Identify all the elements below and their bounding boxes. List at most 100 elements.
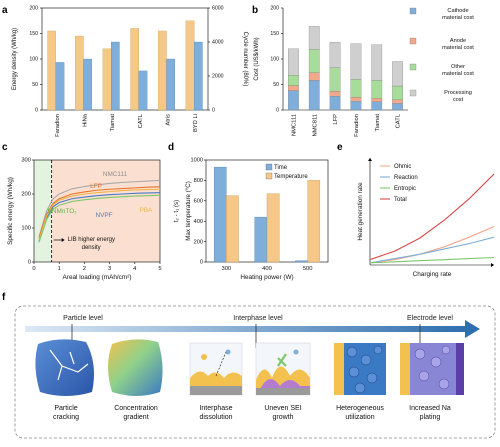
x-tick-label: NMC111 <box>291 114 297 136</box>
item-label-line: Heterogeneous <box>336 405 384 412</box>
x-tick-label: Tiamat <box>375 114 381 132</box>
legend-label: Anode material cost <box>442 38 474 51</box>
bar-temperature <box>226 195 239 263</box>
legend-swatch <box>409 7 417 15</box>
legend-label-line: Other <box>451 64 465 70</box>
item-label: Concentration gradient <box>114 405 158 421</box>
legend-swatch <box>265 172 273 180</box>
legend-label-line: Anode <box>450 38 466 44</box>
x-tick-label: LFP <box>333 114 339 125</box>
y2-tick-label: 2000 <box>212 74 224 80</box>
x-axis-label: Areal loading (mAh/cm²) <box>63 274 132 281</box>
stack-segment-3 <box>329 42 341 68</box>
chart-c: 0 1 2 3 4 5 0 100 200 300 Areal loading (mAh/cm²) S… <box>7 158 162 281</box>
panel-label-d: d <box>168 142 174 153</box>
y-tick-label: 300 <box>21 158 31 164</box>
panel-label-c: c <box>2 142 8 153</box>
item-label-line: Interphase <box>199 405 232 412</box>
x-axis-arrow <box>491 263 494 267</box>
item-label: Increased Na plating <box>409 405 451 421</box>
y-tick-label: 0 <box>276 108 279 114</box>
stack-segment-1 <box>392 99 403 104</box>
bar-energy-density <box>158 30 167 111</box>
series-label: NVPF <box>95 212 112 219</box>
panel-f-frame <box>14 305 496 439</box>
level-label-interphase: Interphase level <box>233 315 283 322</box>
bar-cycle-number <box>138 70 148 111</box>
y-tick-label: 0 <box>200 260 203 266</box>
series-line <box>369 173 495 261</box>
y-tick-label: 1000 <box>191 158 203 164</box>
stack-segment-3 <box>350 43 362 80</box>
bar-time <box>295 260 308 263</box>
legend-label-line: material cost <box>442 71 474 77</box>
item-label-line: utilization <box>345 414 374 421</box>
item-label-line: Particle <box>54 405 77 412</box>
bar-energy-density <box>102 48 112 111</box>
series-line <box>369 256 495 264</box>
x-tick-label: Faradion <box>354 114 360 137</box>
stack-segment-2 <box>371 80 383 99</box>
annotation-text: LIB higher energy density <box>68 237 115 251</box>
chart-e: Charging rate Heat generation rate Ohmic Re… <box>357 158 495 278</box>
progress-arrow-bar <box>25 326 465 332</box>
x-tick-label: 500 <box>303 266 313 272</box>
annotation-arrow-head <box>61 238 65 242</box>
series-line <box>369 225 495 264</box>
y-tick-label: 200 <box>29 6 38 12</box>
stack-segment-3 <box>308 26 320 50</box>
stack-segment-2 <box>288 75 299 86</box>
panel-f-item-labels: Particle cracking Concentration gradient Int… <box>53 405 451 421</box>
legend-label: Reaction <box>394 175 418 181</box>
chart-d: 0 200 400 600 800 1000 t₂ - t₁ (s) Max temperat… <box>173 158 329 281</box>
level-label-particle: Particle level <box>63 315 103 322</box>
annotation-line: LIB higher energy <box>68 237 115 243</box>
bar-time <box>213 166 227 263</box>
y-tick-label: 100 <box>29 57 38 63</box>
item-label-line: Concentration <box>114 405 158 412</box>
bar-cycle-number <box>55 62 65 111</box>
bar-energy-density <box>130 28 139 111</box>
item-label-line: gradient <box>123 414 148 421</box>
panel-label-a: a <box>2 5 8 16</box>
x-axis-label: Heating power (W) <box>240 274 293 281</box>
x-tick-label: Atris <box>166 114 172 126</box>
y-tick-label: 100 <box>21 226 31 232</box>
panel-label-f: f <box>2 292 6 303</box>
chart-b: 0 50 100 150 200 Cost (US$/kWh) NMC111 NMC811 LF… <box>254 6 474 137</box>
bar-temperature <box>266 193 280 263</box>
legend-label: Time <box>274 165 288 171</box>
x-axis-label: Charging rate <box>413 271 452 278</box>
x-tick-label: 2 <box>83 266 86 272</box>
legend-label-line: material cost <box>442 15 474 21</box>
bar-cycle-number <box>166 58 175 111</box>
item-label-line: growth <box>272 414 293 421</box>
series-label: PBA <box>140 207 154 214</box>
legend-swatch <box>409 37 417 45</box>
heterogeneous-utilization-illustration <box>334 343 386 395</box>
stack-segment-3 <box>288 48 299 76</box>
x-tick-label: NMC811 <box>312 114 318 136</box>
panel-label-e: e <box>337 142 343 153</box>
legend-swatch <box>409 89 417 97</box>
stack-segment-1 <box>329 90 341 97</box>
stack-segment-0 <box>371 101 383 111</box>
stack-segment-3 <box>371 44 383 81</box>
legend-label: Other material cost <box>442 64 474 77</box>
item-label-line: plating <box>420 414 441 421</box>
plot-frame <box>41 7 209 111</box>
stack-segment-2 <box>308 49 320 73</box>
y-tick-label: 0 <box>28 260 31 266</box>
annotation-line: density <box>82 245 101 251</box>
legend-label: Temperature <box>274 174 308 180</box>
level-label-electrode: Electrode level <box>407 315 453 322</box>
legend-label: Processing cost <box>444 90 472 103</box>
series-line <box>38 188 161 241</box>
legend-label-line: cost <box>453 97 464 103</box>
stack-segment-1 <box>350 97 362 102</box>
y-tick-label: 800 <box>194 178 203 184</box>
x-tick-label: 5 <box>158 266 161 272</box>
lib-region-bg <box>34 160 52 262</box>
y-tick-label: 50 <box>273 82 279 88</box>
item-label: Heterogeneous utilization <box>336 405 384 421</box>
